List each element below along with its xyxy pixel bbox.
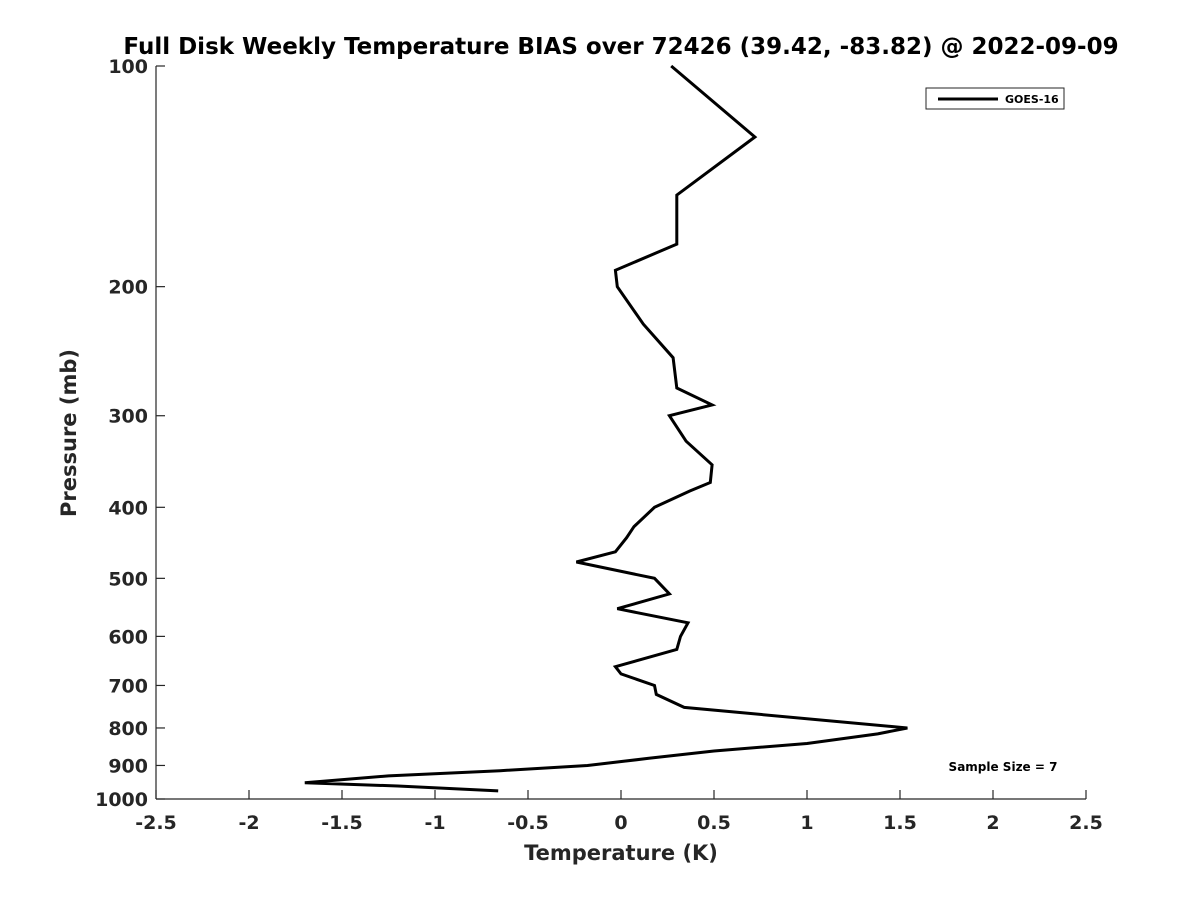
y-axis-ticks: 100 200 300 400 500 600 700 800 900 1000 [95, 56, 165, 811]
y-tick-label: 500 [108, 568, 148, 590]
y-tick-label: 700 [108, 675, 148, 697]
sample-size-annotation: Sample Size = 7 [949, 760, 1058, 774]
x-tick-label: 2.5 [1069, 812, 1103, 834]
y-tick-label: 800 [108, 718, 148, 740]
x-tick-label: -1 [424, 812, 445, 834]
legend: GOES-16 [925, 87, 1065, 110]
x-tick-label: 1 [800, 812, 813, 834]
y-tick-label: 400 [108, 497, 148, 519]
x-tick-label: 1.5 [883, 812, 917, 834]
x-tick-label: -2.5 [135, 812, 177, 834]
y-tick-label: 1000 [95, 789, 148, 811]
x-axis-label: Temperature (K) [524, 841, 718, 865]
y-tick-label: 900 [108, 755, 148, 777]
series-line-goes-16 [304, 64, 908, 793]
legend-entry-goes-16: GOES-16 [1005, 93, 1059, 106]
x-tick-label: -0.5 [507, 812, 549, 834]
y-tick-label: 100 [108, 56, 148, 78]
x-tick-label: 0 [614, 812, 627, 834]
x-tick-label: 0.5 [697, 812, 731, 834]
x-tick-label: -2 [238, 812, 259, 834]
y-tick-label: 300 [108, 406, 148, 428]
x-tick-label: 2 [986, 812, 999, 834]
x-tick-label: -1.5 [321, 812, 363, 834]
plot-area [155, 66, 1086, 800]
y-tick-label: 200 [108, 277, 148, 299]
y-tick-label: 600 [108, 626, 148, 648]
chart-title: Full Disk Weekly Temperature BIAS over 7… [123, 34, 1118, 60]
x-axis-ticks: -2.5 -2 -1.5 -1 -0.5 0 0.5 1 1.5 2 2.5 [135, 790, 1103, 834]
y-axis-label: Pressure (mb) [57, 349, 81, 517]
